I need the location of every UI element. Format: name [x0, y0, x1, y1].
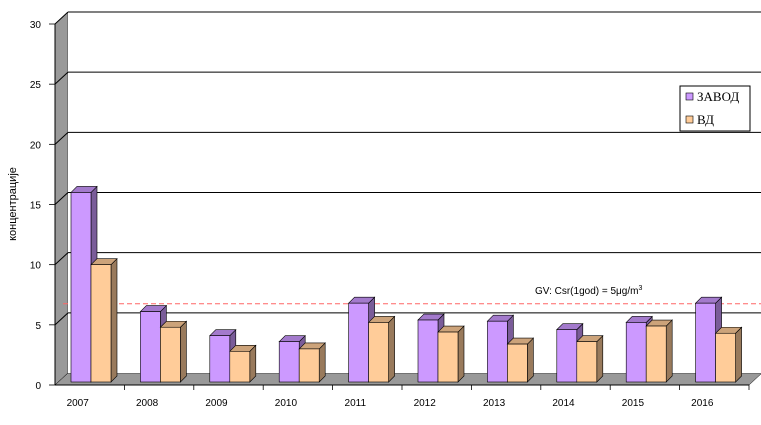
y-tick-label: 20	[30, 140, 42, 151]
gridline-side	[54, 11, 69, 25]
x-tick-label: 2008	[136, 398, 159, 409]
bar-front-face	[209, 335, 231, 383]
y-tick-label: 15	[30, 201, 42, 212]
bar-side-face	[457, 325, 465, 383]
x-tick-label: 2010	[275, 398, 298, 409]
bar-front-face	[278, 341, 300, 383]
x-tick-label: 2011	[345, 398, 367, 409]
bar-front-face	[160, 326, 181, 383]
x-tick-label: 2013	[483, 398, 506, 409]
bar-front-face	[645, 325, 667, 383]
bar-side-face	[596, 334, 604, 383]
limit-annotation: GV: Csr(1god) = 5μg/m3	[535, 285, 642, 297]
bar-front-face	[625, 322, 647, 383]
bar-side-face	[388, 315, 395, 383]
bar-side-face	[665, 319, 673, 383]
bar-front-face	[348, 302, 369, 383]
bar-vd-2012	[437, 325, 465, 383]
bar-front-face	[229, 351, 251, 383]
y-tick-label: 0	[35, 381, 41, 392]
x-tick-label: 2016	[691, 398, 714, 409]
y-tick-label: 25	[30, 80, 42, 91]
bar-front-face	[368, 322, 389, 383]
limit-annotation-superscript: 3	[638, 285, 642, 292]
bar-front-face	[70, 192, 92, 383]
legend-label-vd: ВД	[697, 112, 714, 127]
y-tick-label: 5	[35, 321, 41, 332]
gridline-side	[54, 312, 69, 326]
y-tick-label: 10	[30, 261, 42, 272]
bar-vd-2015	[645, 319, 673, 383]
bar-vd-2009	[229, 344, 257, 383]
x-tick-labels: 2007 2008 2009 2010 2011 2012 2013 2014 2015 2016	[67, 385, 750, 409]
bar-vd-2008	[159, 320, 188, 383]
bar-side-face	[318, 342, 326, 383]
bar-side-face	[735, 326, 742, 383]
gridline-side	[54, 71, 69, 85]
bar-side-face	[527, 337, 534, 383]
bar-vd-2007	[90, 257, 118, 383]
x-tick-label: 2012	[414, 398, 437, 409]
bar-front-face	[487, 320, 508, 383]
bar-front-face	[556, 329, 578, 383]
bar-side-face	[180, 320, 187, 383]
bar-vd-2016	[714, 326, 743, 383]
bar-front-face	[507, 343, 528, 383]
limit-annotation-text: GV: Csr(1god) = 5μg/m	[535, 286, 638, 297]
gridline-side	[54, 192, 69, 205]
bar-vd-2011	[367, 315, 396, 383]
gridlines	[54, 11, 761, 326]
gridline-side	[54, 252, 69, 266]
bar-side-face	[110, 257, 118, 383]
x-tick-label: 2007	[67, 398, 90, 409]
gridline-side	[54, 131, 69, 145]
y-axis-label: концентрације	[7, 167, 19, 241]
bar-front-face	[695, 302, 716, 383]
bar-front-face	[417, 319, 439, 383]
legend-label-zavod: ЗАВОД	[697, 89, 739, 104]
bar-front-face	[298, 348, 320, 383]
bar-vd-2010	[298, 342, 326, 383]
bar-vd-2014	[576, 334, 604, 383]
y-tick-label: 30	[30, 20, 42, 31]
bar-front-face	[715, 332, 736, 383]
bar-front-face	[437, 331, 459, 383]
x-tick-label: 2009	[205, 398, 228, 409]
bars	[70, 185, 743, 383]
bar-front-face	[140, 311, 161, 383]
legend-swatch-zavod	[685, 92, 694, 101]
bar-front-face	[90, 264, 112, 383]
bar-front-face	[576, 341, 598, 383]
bar-vd-2013	[506, 337, 535, 383]
legend-swatch-vd	[685, 115, 694, 124]
legend: ЗАВОД ВД	[679, 85, 751, 132]
x-tick-label: 2014	[552, 398, 575, 409]
x-tick-label: 2015	[622, 398, 645, 409]
